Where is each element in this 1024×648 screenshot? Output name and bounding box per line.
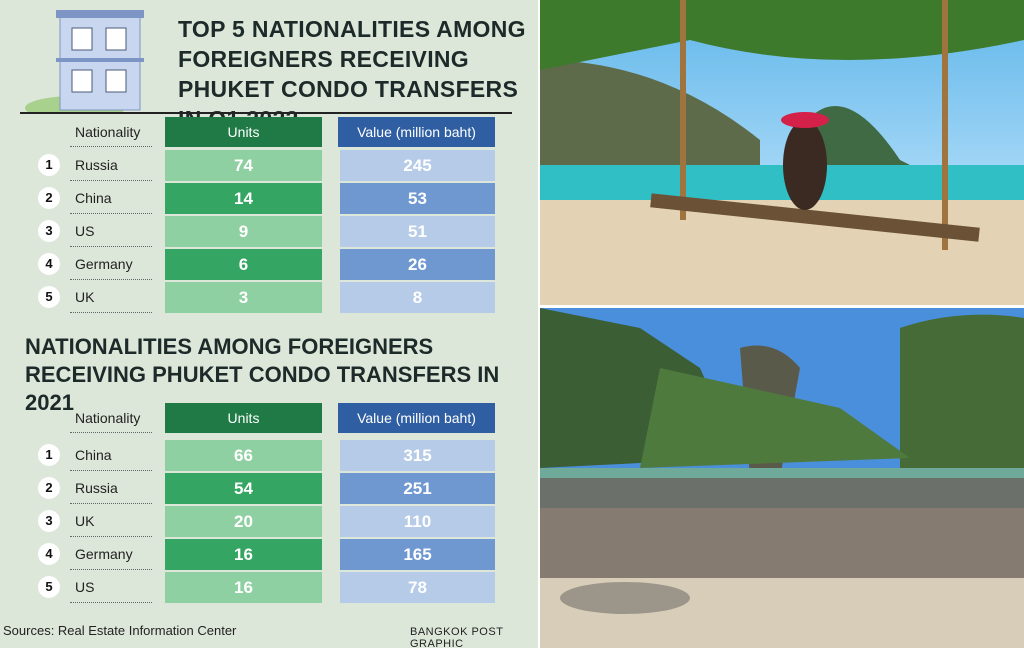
column-header: Units: [165, 403, 322, 433]
value: 53: [340, 183, 495, 214]
units: 14: [165, 183, 322, 214]
credit: BANGKOK POST GRAPHIC: [410, 626, 504, 648]
nationality: China: [70, 183, 152, 214]
table-title: NATIONALITIES AMONG FOREIGNERS RECEIVING…: [25, 334, 500, 415]
value: 78: [340, 572, 495, 603]
rank: 3: [38, 510, 60, 532]
nationality: US: [70, 572, 152, 603]
rank: 2: [38, 187, 60, 209]
value: 251: [340, 473, 495, 504]
units: 6: [165, 249, 322, 280]
source: Sources: Real Estate Information Center: [3, 623, 237, 638]
house-icon: [25, 10, 144, 114]
rank: 4: [38, 543, 60, 565]
rank: 3: [38, 220, 60, 242]
column-header: Units: [165, 117, 322, 147]
rank: 2: [38, 477, 60, 499]
value: 51: [340, 216, 495, 247]
value: 26: [340, 249, 495, 280]
column-header: Value (million baht): [338, 117, 495, 147]
nationality: Germany: [70, 249, 152, 280]
value: 110: [340, 506, 495, 537]
units: 16: [165, 572, 322, 603]
rank: 1: [38, 444, 60, 466]
units: 74: [165, 150, 322, 181]
units: 3: [165, 282, 322, 313]
units: 9: [165, 216, 322, 247]
value: 245: [340, 150, 495, 181]
column-header: Nationality: [70, 117, 152, 147]
photo-beach-swing: [540, 0, 1024, 305]
value: 315: [340, 440, 495, 471]
units: 54: [165, 473, 322, 504]
column-header: Value (million baht): [338, 403, 495, 433]
value: 165: [340, 539, 495, 570]
rank: 4: [38, 253, 60, 275]
value: 8: [340, 282, 495, 313]
divider: [20, 112, 512, 114]
nationality: UK: [70, 506, 152, 537]
column-header: Nationality: [70, 403, 152, 433]
title: TOP 5 NATIONALITIES AMONG FOREIGNERS REC…: [178, 16, 526, 132]
units: 20: [165, 506, 322, 537]
rank: 5: [38, 576, 60, 598]
rank: 1: [38, 154, 60, 176]
units: 66: [165, 440, 322, 471]
infographic: TOP 5 NATIONALITIES AMONG FOREIGNERS REC…: [0, 0, 538, 648]
nationality: Germany: [70, 539, 152, 570]
units: 16: [165, 539, 322, 570]
nationality: Russia: [70, 473, 152, 504]
rank: 5: [38, 286, 60, 308]
photo-group-bay: [540, 308, 1024, 648]
nationality: China: [70, 440, 152, 471]
nationality: UK: [70, 282, 152, 313]
nationality: US: [70, 216, 152, 247]
nationality: Russia: [70, 150, 152, 181]
